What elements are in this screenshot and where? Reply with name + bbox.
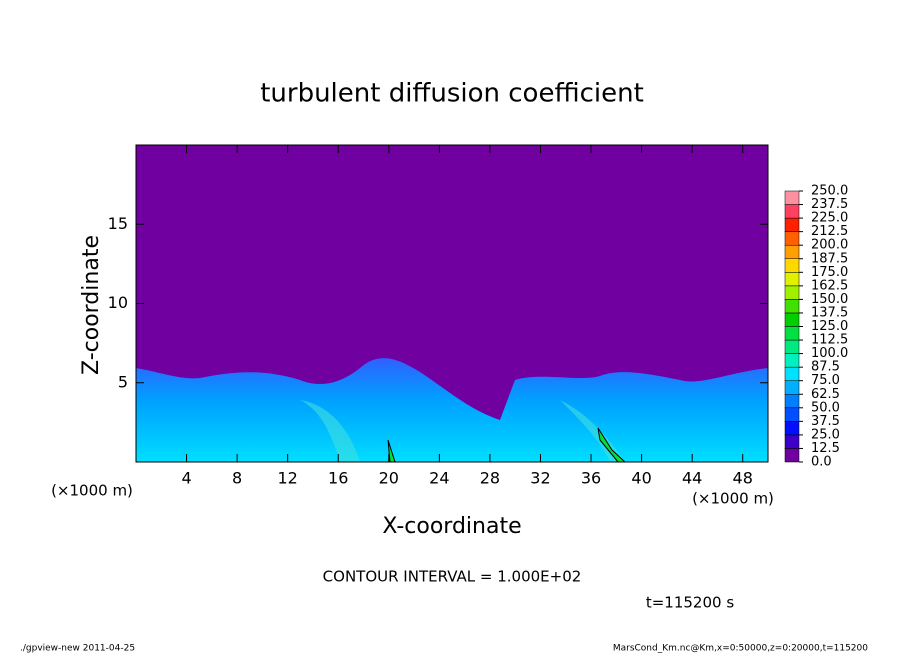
x-tick-label: 28 [480, 469, 500, 488]
x-tick-label: 16 [328, 469, 348, 488]
y-tick-label: 5 [118, 372, 128, 391]
colorbar-swatch [784, 394, 800, 409]
colorbar-swatch [784, 285, 800, 300]
colorbar-label: 87.5 [811, 360, 840, 375]
colorbar-label: 125.0 [811, 319, 848, 334]
colorbar-label: 50.0 [811, 400, 840, 415]
colorbar-swatch [784, 339, 800, 354]
x-tick-label: 20 [379, 469, 399, 488]
colorbar-swatch [784, 258, 800, 273]
colorbar-label: 237.5 [811, 197, 848, 212]
colorbar-label: 137.5 [811, 305, 848, 320]
y-tick-label: 15 [108, 214, 128, 233]
turbulent-layer [136, 358, 768, 462]
colorbar-label: 150.0 [811, 292, 848, 307]
colorbar-swatch [784, 244, 800, 259]
colorbar-swatch [784, 190, 800, 205]
colorbar-label: 225.0 [811, 211, 848, 226]
colorbar-label: 12.5 [811, 441, 840, 456]
colorbar-label: 250.0 [811, 184, 848, 199]
colorbar-label: 112.5 [811, 333, 848, 348]
x-tick-label: 4 [181, 469, 191, 488]
colorbar-label: 175.0 [811, 265, 848, 280]
colorbar-swatch [784, 326, 800, 341]
x-tick-label: 8 [232, 469, 242, 488]
chart-title: turbulent diffusion coefficient [260, 79, 644, 109]
colorbar-label: 162.5 [811, 278, 848, 293]
colorbar-label: 25.0 [811, 427, 840, 442]
colorbar-swatch [784, 353, 800, 368]
x-tick-label: 48 [733, 469, 753, 488]
contour-interval: CONTOUR INTERVAL = 1.000E+02 [323, 568, 582, 586]
x-tick-label: 24 [429, 469, 449, 488]
colorbar-swatch [784, 421, 800, 436]
colorbar-swatch [784, 448, 800, 463]
colorbar-label: 187.5 [811, 251, 848, 266]
y-tick-label: 10 [108, 293, 128, 312]
colorbar-label: 0.0 [811, 455, 832, 470]
x-axis-label: X-coordinate [382, 514, 521, 539]
colorbar-swatch [784, 366, 800, 381]
colorbar-swatch [784, 434, 800, 449]
colorbar-swatch [784, 380, 800, 395]
colorbar-label: 212.5 [811, 224, 848, 239]
colorbar-swatch [784, 407, 800, 422]
time-label: t=115200 s [646, 594, 734, 612]
colorbar-swatch [784, 299, 800, 314]
colorbar-label: 62.5 [811, 387, 840, 402]
x-tick-label: 12 [278, 469, 298, 488]
colorbar-swatch [784, 204, 800, 219]
x-tick-label: 44 [682, 469, 702, 488]
colorbar-swatch [784, 272, 800, 287]
y-axis-label: Z-coordinate [79, 235, 104, 375]
colorbar-label: 75.0 [811, 373, 840, 388]
colorbar-label: 200.0 [811, 238, 848, 253]
colorbar-label: 100.0 [811, 346, 848, 361]
x-axis-unit: (×1000 m) [692, 490, 774, 508]
x-tick-label: 40 [631, 469, 651, 488]
footer-right: MarsCond_Km.nc@Km,x=0:50000,z=0:20000,t=… [613, 644, 868, 654]
colorbar-label: 37.5 [811, 414, 840, 429]
y-axis-unit: (×1000 m) [51, 482, 133, 500]
plot-area [135, 144, 769, 463]
colorbar-swatch [784, 217, 800, 232]
footer-left: ./gpview-new 2011-04-25 [20, 644, 135, 654]
x-tick-label: 32 [530, 469, 550, 488]
colorbar-swatch [784, 231, 800, 246]
x-tick-label: 36 [581, 469, 601, 488]
colorbar-swatch [784, 312, 800, 327]
